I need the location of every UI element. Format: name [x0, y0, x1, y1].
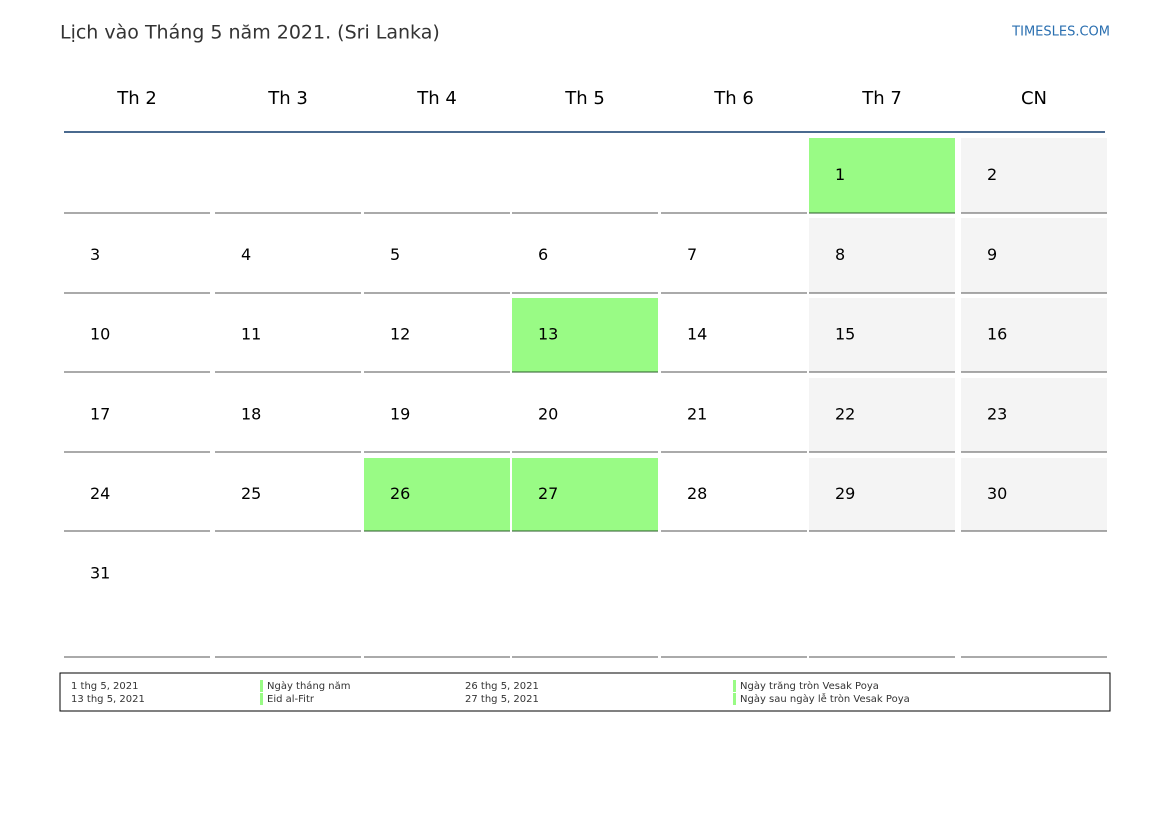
legend-date: 1 thg 5, 2021 [71, 681, 139, 692]
day-number: 17 [90, 405, 110, 424]
day-cell [961, 458, 1107, 531]
legend-name: Ngày tháng năm [267, 680, 351, 692]
weekday-label: CN [1021, 88, 1047, 109]
day-cell [364, 458, 510, 531]
day-number: 25 [241, 484, 261, 503]
day-number: 28 [687, 484, 707, 503]
day-number: 3 [90, 245, 100, 264]
legend-swatch [733, 680, 736, 692]
day-number: 27 [538, 484, 558, 503]
weekday-label: Th 7 [861, 88, 902, 109]
day-number: 18 [241, 405, 261, 424]
day-number: 26 [390, 484, 410, 503]
day-cell [809, 218, 955, 293]
day-number: 19 [390, 405, 410, 424]
day-number: 15 [835, 325, 855, 344]
day-number: 21 [687, 405, 707, 424]
weekday-label: Th 6 [713, 88, 754, 109]
day-number: 8 [835, 245, 845, 264]
day-cell [809, 298, 955, 372]
day-cell [512, 458, 658, 531]
day-number: 16 [987, 325, 1007, 344]
day-number: 7 [687, 245, 697, 264]
weekday-label: Th 3 [267, 88, 308, 109]
legend-name: Ngày trăng tròn Vesak Poya [740, 680, 879, 692]
legend-box [59, 672, 1111, 712]
day-number: 31 [90, 564, 110, 583]
day-cell [961, 298, 1107, 372]
site-link[interactable]: TIMESLES.COM [1011, 25, 1110, 40]
legend-name: Eid al-Fitr [267, 694, 315, 705]
weekday-label: Th 4 [416, 88, 457, 109]
day-number: 29 [835, 484, 855, 503]
day-number: 11 [241, 325, 261, 344]
day-number: 5 [390, 245, 400, 264]
legend-swatch [260, 693, 263, 705]
legend-swatch [733, 693, 736, 705]
title: Lịch vào Tháng 5 năm 2021. (Sri Lanka) [60, 22, 440, 44]
day-number: 30 [987, 484, 1007, 503]
day-cell [809, 458, 955, 531]
day-number: 13 [538, 325, 558, 344]
day-cell [961, 378, 1107, 452]
day-number: 1 [835, 165, 845, 184]
legend-date: 13 thg 5, 2021 [71, 694, 145, 705]
weekday-label: Th 5 [564, 88, 605, 109]
day-number: 10 [90, 325, 110, 344]
day-number: 24 [90, 484, 110, 503]
day-number: 2 [987, 165, 997, 184]
day-cell [961, 218, 1107, 293]
day-number: 23 [987, 405, 1007, 424]
weekday-label: Th 2 [116, 88, 157, 109]
day-cell [512, 298, 658, 372]
day-cell [961, 138, 1107, 213]
day-number: 9 [987, 245, 997, 264]
legend-date: 26 thg 5, 2021 [465, 681, 539, 692]
day-number: 22 [835, 405, 855, 424]
day-number: 12 [390, 325, 410, 344]
day-number: 14 [687, 325, 707, 344]
legend-name: Ngày sau ngày lễ tròn Vesak Poya [740, 692, 910, 705]
legend-date: 27 thg 5, 2021 [465, 694, 539, 705]
day-cell [809, 378, 955, 452]
day-number: 20 [538, 405, 558, 424]
day-number: 6 [538, 245, 548, 264]
day-number: 4 [241, 245, 251, 264]
legend-swatch [260, 680, 263, 692]
day-cell [809, 138, 955, 213]
